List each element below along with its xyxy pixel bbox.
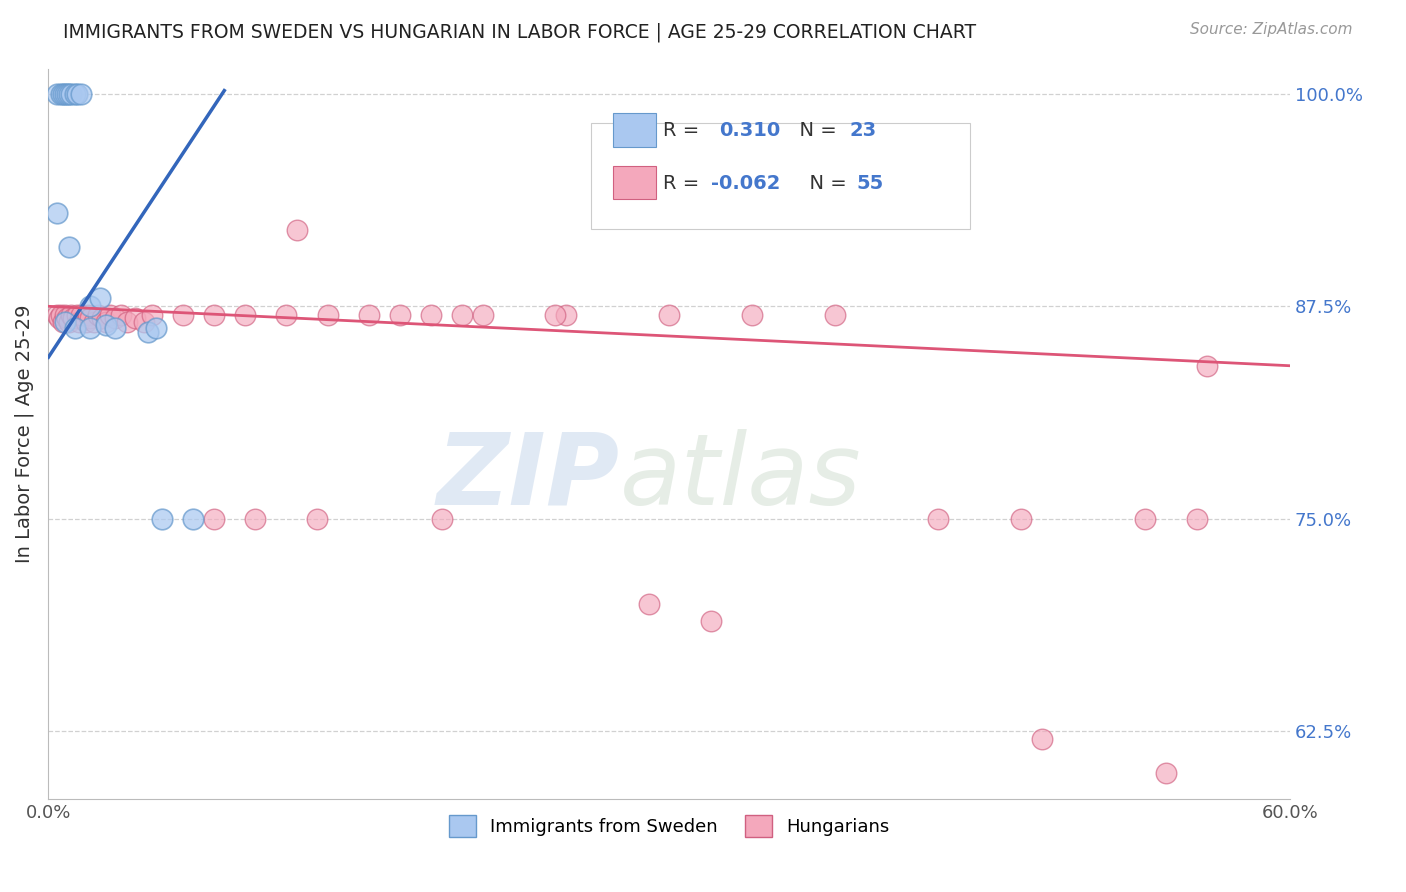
Point bbox=[58, 315, 80, 329]
Point bbox=[658, 308, 681, 322]
Point bbox=[49, 308, 72, 322]
Point bbox=[1197, 359, 1219, 373]
Point bbox=[316, 308, 339, 322]
Point bbox=[285, 223, 308, 237]
Point bbox=[202, 308, 225, 322]
Point bbox=[824, 308, 846, 322]
FancyBboxPatch shape bbox=[591, 123, 970, 229]
Point bbox=[91, 311, 114, 326]
Point bbox=[136, 325, 159, 339]
Point bbox=[53, 315, 76, 329]
Point bbox=[67, 315, 90, 329]
Point bbox=[104, 321, 127, 335]
Point bbox=[96, 318, 118, 332]
Point bbox=[52, 87, 75, 101]
Text: Source: ZipAtlas.com: Source: ZipAtlas.com bbox=[1189, 22, 1353, 37]
Point bbox=[79, 321, 101, 335]
Text: -0.062: -0.062 bbox=[711, 174, 780, 193]
Point bbox=[76, 308, 98, 322]
Point bbox=[359, 308, 381, 322]
Point bbox=[56, 87, 79, 101]
Point bbox=[141, 308, 163, 322]
Point bbox=[544, 308, 567, 322]
Point bbox=[637, 597, 659, 611]
Point bbox=[115, 315, 138, 329]
FancyBboxPatch shape bbox=[613, 166, 655, 199]
Point bbox=[100, 308, 122, 322]
Point bbox=[45, 87, 67, 101]
Point bbox=[451, 308, 474, 322]
Text: atlas: atlas bbox=[620, 429, 860, 526]
Point bbox=[56, 311, 79, 326]
Point bbox=[699, 614, 721, 628]
Point bbox=[430, 511, 453, 525]
Point bbox=[1031, 732, 1053, 747]
Text: ZIP: ZIP bbox=[436, 429, 620, 526]
Point bbox=[1154, 766, 1177, 780]
Point bbox=[65, 87, 87, 101]
Point bbox=[45, 308, 67, 322]
Text: 0.310: 0.310 bbox=[718, 121, 780, 140]
Text: R =: R = bbox=[664, 174, 706, 193]
Point bbox=[45, 206, 67, 220]
Point bbox=[66, 308, 89, 322]
Point bbox=[420, 308, 443, 322]
Point bbox=[150, 511, 173, 525]
Point bbox=[145, 321, 167, 335]
Point bbox=[70, 87, 93, 101]
Point bbox=[75, 315, 97, 329]
Point bbox=[124, 311, 146, 326]
Point bbox=[172, 308, 194, 322]
Point bbox=[741, 308, 763, 322]
Text: R =: R = bbox=[664, 121, 711, 140]
Point bbox=[79, 299, 101, 313]
Text: 23: 23 bbox=[849, 121, 876, 140]
Point bbox=[96, 315, 118, 329]
Text: 55: 55 bbox=[856, 174, 884, 193]
Point bbox=[60, 308, 83, 322]
Point bbox=[60, 87, 83, 101]
Point bbox=[132, 315, 155, 329]
Point bbox=[1185, 511, 1208, 525]
Point bbox=[181, 511, 204, 525]
Point bbox=[58, 87, 80, 101]
Point bbox=[245, 511, 267, 525]
Point bbox=[65, 321, 87, 335]
FancyBboxPatch shape bbox=[613, 113, 655, 146]
Point bbox=[554, 308, 576, 322]
Point bbox=[53, 87, 76, 101]
Point bbox=[104, 311, 127, 326]
Point bbox=[62, 311, 84, 326]
Point bbox=[58, 240, 80, 254]
Point bbox=[48, 311, 70, 326]
Point bbox=[110, 308, 132, 322]
Point bbox=[66, 87, 89, 101]
Point bbox=[276, 308, 298, 322]
Text: N =: N = bbox=[787, 121, 844, 140]
Point bbox=[52, 315, 75, 329]
Point bbox=[202, 511, 225, 525]
Point bbox=[389, 308, 412, 322]
Text: N =: N = bbox=[797, 174, 853, 193]
Point bbox=[53, 308, 76, 322]
Point bbox=[79, 311, 101, 326]
Point bbox=[89, 291, 111, 305]
Point bbox=[1010, 511, 1032, 525]
Point bbox=[1133, 511, 1156, 525]
Point bbox=[49, 87, 72, 101]
Point bbox=[233, 308, 256, 322]
Point bbox=[307, 511, 329, 525]
Point bbox=[70, 308, 93, 322]
Point bbox=[83, 315, 105, 329]
Point bbox=[87, 308, 110, 322]
Legend: Immigrants from Sweden, Hungarians: Immigrants from Sweden, Hungarians bbox=[441, 808, 897, 845]
Text: IMMIGRANTS FROM SWEDEN VS HUNGARIAN IN LABOR FORCE | AGE 25-29 CORRELATION CHART: IMMIGRANTS FROM SWEDEN VS HUNGARIAN IN L… bbox=[63, 22, 976, 42]
Y-axis label: In Labor Force | Age 25-29: In Labor Force | Age 25-29 bbox=[15, 304, 35, 563]
Point bbox=[927, 511, 949, 525]
Point bbox=[471, 308, 494, 322]
